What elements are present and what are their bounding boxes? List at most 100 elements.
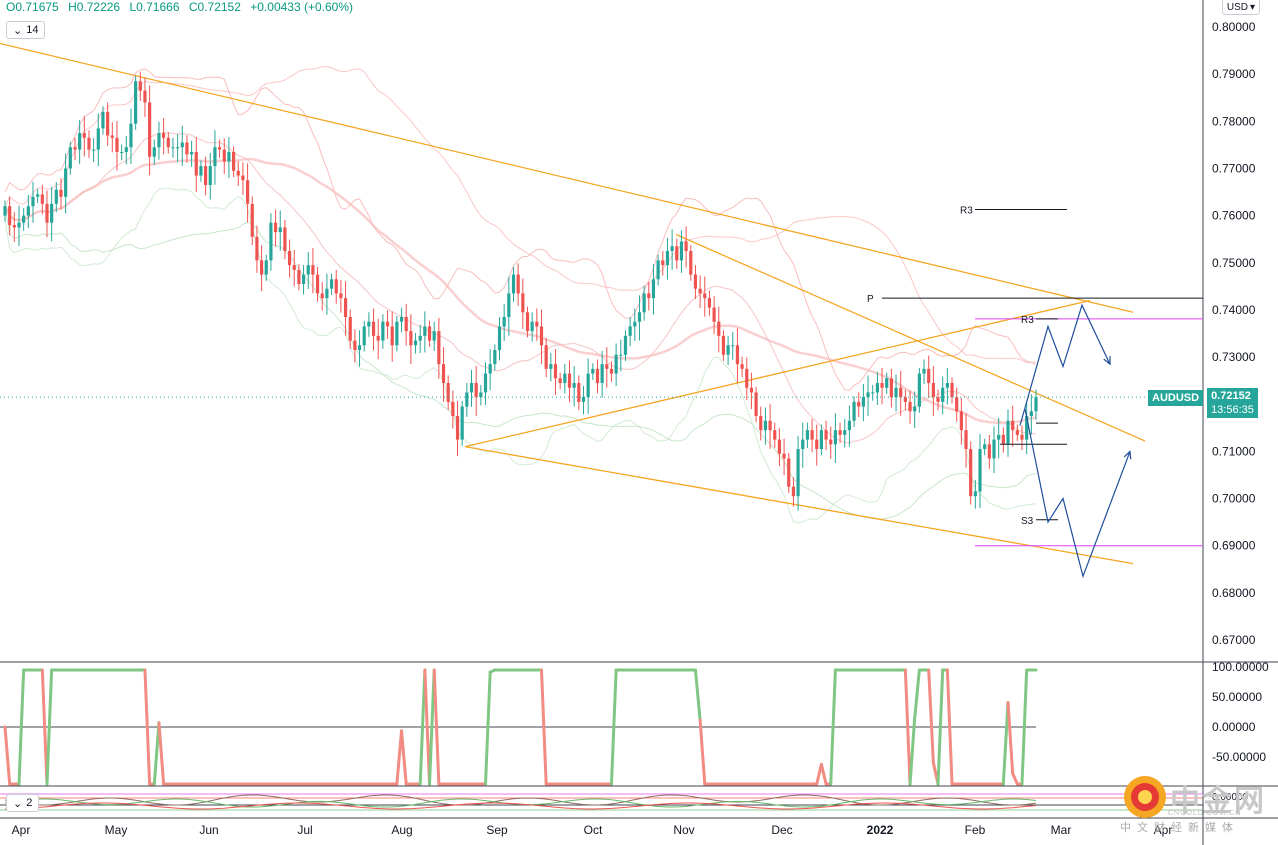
candle-body xyxy=(385,321,390,327)
candle-body xyxy=(553,364,558,379)
candle-body xyxy=(987,444,991,459)
subpane-count: 2 xyxy=(26,797,33,809)
watermark-url: CNGOLD.COM.CN xyxy=(1168,810,1242,817)
candle-body xyxy=(945,383,949,388)
candle-body xyxy=(731,345,735,347)
candle-body xyxy=(399,316,404,322)
candle-body xyxy=(325,288,329,299)
candle-body xyxy=(409,331,413,346)
candle-body xyxy=(777,439,782,454)
price-tick-label: 0.80000 xyxy=(1212,20,1256,34)
candle-body xyxy=(306,265,310,275)
pivot-label: P xyxy=(867,294,874,305)
cci-segment xyxy=(1001,700,1010,786)
candle-body xyxy=(875,383,879,393)
candle-body xyxy=(913,406,917,412)
candle-body xyxy=(824,430,828,440)
candle-body xyxy=(815,439,819,450)
candle-body xyxy=(190,151,194,155)
open-value: O0.71675 xyxy=(6,0,59,14)
candle-body xyxy=(586,373,590,398)
candle-body xyxy=(675,246,679,261)
upper-trendline xyxy=(0,42,1134,313)
candle-body xyxy=(157,133,161,148)
indicator-count: 14 xyxy=(26,24,39,36)
falling-trendline xyxy=(675,233,1146,442)
candle-body xyxy=(92,149,96,151)
candle-body xyxy=(17,222,21,228)
candle-body xyxy=(1034,397,1038,412)
candle-body xyxy=(894,387,898,398)
cci-segment xyxy=(815,762,823,786)
currency-label: USD xyxy=(1226,1,1248,13)
cci-segment xyxy=(40,668,49,786)
subpane-toggle-button[interactable]: ⌄ 2 xyxy=(6,794,40,812)
candle-body xyxy=(339,293,343,299)
candle-body xyxy=(768,420,772,431)
watermark: 中金网 CNGOLD.COM.CN 中文财经新媒体 xyxy=(1120,772,1270,838)
candle-body xyxy=(544,345,548,369)
candle-body xyxy=(427,326,432,341)
candle-body xyxy=(684,241,688,251)
candle-body xyxy=(656,260,660,280)
candle-body xyxy=(278,227,282,233)
candle-body xyxy=(539,326,544,346)
candle-body xyxy=(180,142,184,148)
candle-body xyxy=(549,364,553,369)
candle-body xyxy=(22,215,26,223)
candle-body xyxy=(217,147,222,150)
candle-body xyxy=(997,434,1001,440)
cci-segment xyxy=(945,668,954,786)
time-tick-label: Oct xyxy=(584,823,603,837)
candle-body xyxy=(1025,416,1029,440)
candle-body xyxy=(959,411,963,431)
candle-body xyxy=(96,128,100,150)
candles xyxy=(3,71,1038,511)
candle-body xyxy=(726,345,730,355)
candle-body xyxy=(381,321,385,341)
candle-body xyxy=(348,316,352,341)
candle-body xyxy=(36,194,40,197)
candle-body xyxy=(148,102,152,157)
candle-body xyxy=(3,206,7,216)
indicator-toggle-button[interactable]: ⌄ 14 xyxy=(6,21,46,39)
candle-body xyxy=(665,250,670,266)
candle-body xyxy=(120,151,124,153)
cci-segment xyxy=(819,762,828,786)
cci-segment xyxy=(157,721,166,786)
change-value: +0.00433 (+0.60%) xyxy=(250,0,353,14)
candle-body xyxy=(1006,420,1010,445)
price-tick-label: 0.75000 xyxy=(1212,256,1256,270)
candle-body xyxy=(969,449,973,497)
candle-body xyxy=(311,265,315,275)
candle-body xyxy=(432,331,436,341)
candle-body xyxy=(866,392,870,398)
candle-body xyxy=(903,397,907,402)
candle-body xyxy=(110,135,114,138)
candle-body xyxy=(1029,411,1033,417)
cci-tick-label: 100.00000 xyxy=(1212,660,1269,674)
candle-body xyxy=(647,293,651,299)
cci-segment xyxy=(17,668,26,786)
currency-button[interactable]: USD ▾ xyxy=(1221,0,1260,15)
candle-body xyxy=(609,368,614,374)
candle-body xyxy=(521,293,525,313)
trendlines xyxy=(0,42,1146,565)
candle-body xyxy=(231,151,236,171)
bullish-projection-arrow xyxy=(1019,303,1111,426)
candle-body xyxy=(642,293,646,313)
price-tick-label: 0.73000 xyxy=(1212,350,1256,364)
candle-body xyxy=(26,206,30,216)
candle-body xyxy=(194,151,198,176)
price-tick-label: 0.71000 xyxy=(1212,444,1256,458)
candle-body xyxy=(446,383,450,402)
cci-segment xyxy=(693,668,702,722)
candle-body xyxy=(40,194,44,204)
pivot-label: S3 xyxy=(1021,516,1034,527)
cci-segment xyxy=(3,725,12,786)
candle-body xyxy=(572,383,576,388)
candle-body xyxy=(269,222,273,261)
price-tick-label: 0.74000 xyxy=(1212,303,1256,317)
candle-body xyxy=(1001,434,1005,445)
